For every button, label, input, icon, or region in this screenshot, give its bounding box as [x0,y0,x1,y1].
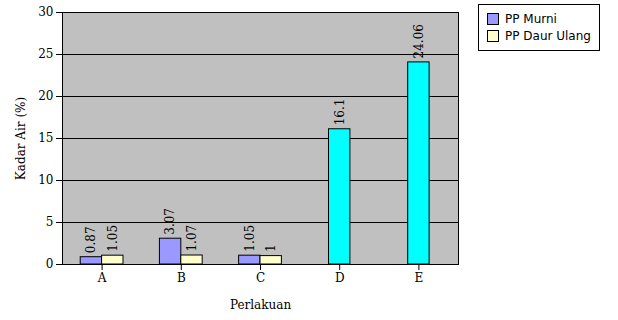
svg-text:1.05: 1.05 [243,225,257,252]
svg-text:25: 25 [38,47,53,61]
svg-text:3.07: 3.07 [163,208,177,235]
svg-text:Perlakuan: Perlakuan [230,298,292,312]
svg-text:C: C [256,271,265,285]
svg-text:A: A [97,271,107,285]
html-text:PP Murni: PP Murni [505,12,557,26]
svg-text:15: 15 [38,131,53,145]
svg-text:16.1: 16.1 [333,99,347,126]
html-text:PP Daur Ulang: PP Daur Ulang [505,29,591,43]
svg-text:Kadar Air (%): Kadar Air (%) [14,97,28,180]
svg-text:1: 1 [264,244,278,252]
svg-text:1.07: 1.07 [185,225,199,252]
svg-text:30: 30 [38,5,53,19]
svg-text:D: D [335,271,345,285]
svg-text:B: B [177,271,186,285]
svg-text:0: 0 [46,257,54,271]
svg-text:24.06: 24.06 [412,24,426,58]
svg-text:E: E [415,271,424,285]
svg-text:5: 5 [46,215,54,229]
svg-text:1.05: 1.05 [106,225,120,252]
svg-text:0.87: 0.87 [84,226,98,253]
svg-text:10: 10 [38,173,53,187]
svg-text:20: 20 [38,89,53,103]
